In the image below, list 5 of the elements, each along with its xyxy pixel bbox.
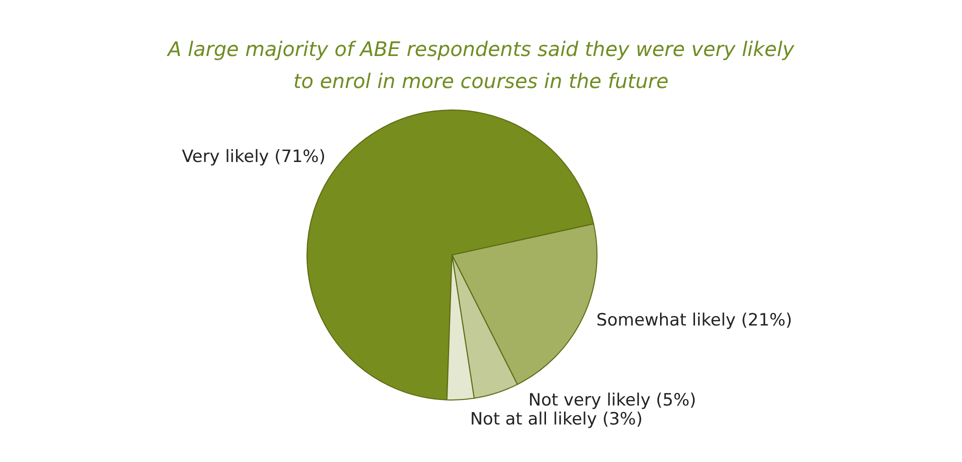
chart-title: A large majority of ABE respondents said they were very likely to enrol in more courses in the future <box>166 37 796 93</box>
slice-label: Somewhat likely (21%) <box>596 310 792 331</box>
slice-label: Not very likely (5%) <box>528 390 696 411</box>
slice-label: Not at all likely (3%) <box>470 410 643 430</box>
slice-label: Very likely (71%) <box>182 147 326 168</box>
